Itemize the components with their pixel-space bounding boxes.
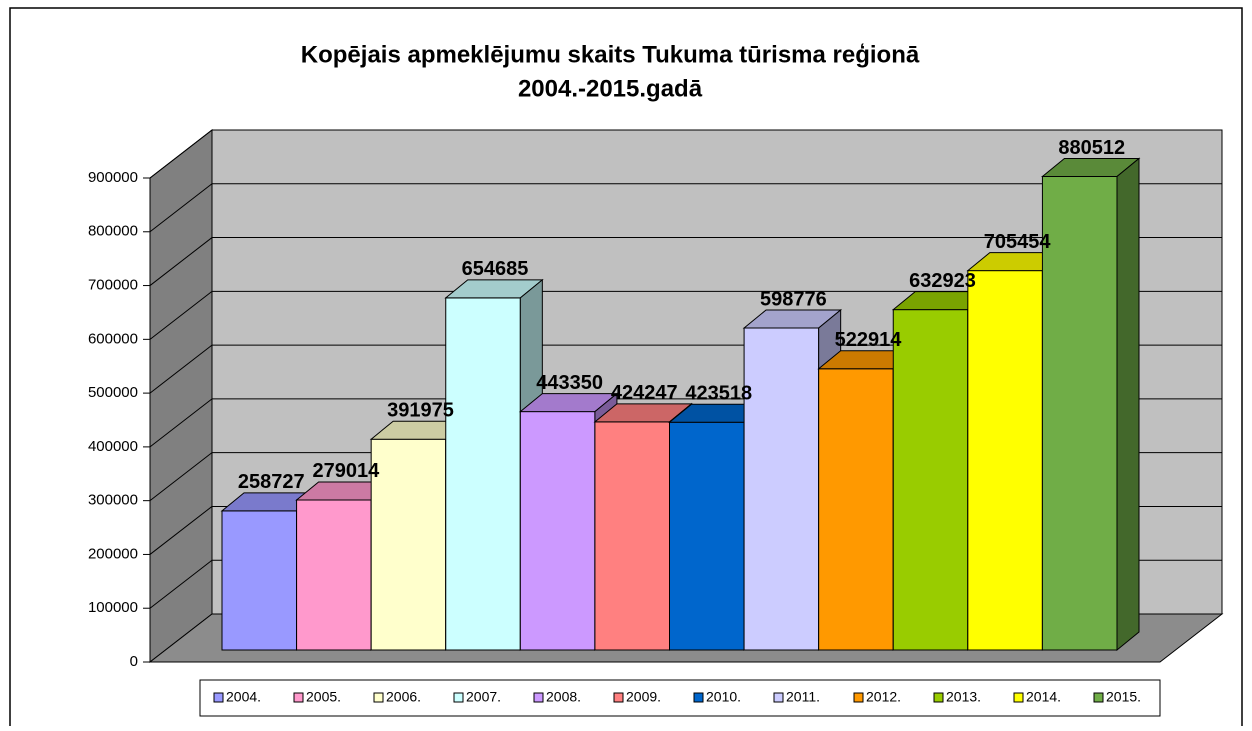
bar [967,270,1043,651]
value-label: 705454 [984,231,1052,253]
grid-line [149,506,213,555]
value-label: 598776 [760,288,827,310]
value-label: 424247 [611,382,678,404]
legend-swatch [613,692,624,703]
bar-side [1116,157,1140,652]
y-tick-label: 200000 [88,545,138,562]
bar [445,297,521,651]
bar [519,411,596,651]
legend-swatch [453,692,464,703]
bar [594,421,671,651]
y-tick-label: 700000 [88,277,138,294]
value-label: 632923 [909,270,976,292]
chart-subtitle: 2004.-2015.gadā [518,75,703,102]
legend-swatch [693,692,704,703]
legend-swatch [1093,692,1104,703]
legend-label: 2015. [1106,689,1141,705]
grid-line [149,129,213,179]
chart-title: Kopējais apmeklējumu skaits Tukuma tūris… [301,41,920,68]
y-tick-label: 800000 [88,223,138,240]
legend-label: 2006. [386,689,421,705]
legend-label: 2008. [546,689,581,705]
bar [669,421,745,651]
grid-line [149,290,213,340]
value-label: 279014 [313,460,381,482]
legend-label: 2014. [1026,689,1061,705]
legend-label: 2011. [786,689,820,705]
legend-swatch [853,692,864,703]
y-tick-label: 0 [130,653,138,670]
legend-label: 2005. [306,689,341,705]
legend-swatch [213,692,224,703]
legend-label: 2012. [866,689,901,705]
value-label: 654685 [462,258,529,280]
legend-label: 2007. [466,689,501,705]
bar [1041,175,1118,651]
legend-swatch [933,692,944,703]
legend-swatch [1013,692,1024,703]
y-tick-label: 900000 [88,169,138,186]
bar [892,309,969,651]
y-tick-label: 100000 [88,599,138,616]
bar [296,499,372,651]
grid-line [149,183,213,233]
bar [743,327,820,651]
legend-label: 2009. [626,689,661,705]
bar [370,438,447,651]
grid-line [149,237,213,286]
legend-swatch [373,692,384,703]
grid-line [149,398,213,448]
value-label: 258727 [238,471,305,493]
grid-line [149,452,213,502]
left-wall [149,128,213,664]
legend-swatch [773,692,784,703]
value-label: 423518 [685,383,752,405]
value-label: 391975 [387,399,454,421]
grid-line [149,559,213,609]
grid-line [149,344,213,394]
value-label: 443350 [536,372,603,394]
y-tick-label: 600000 [88,330,138,347]
legend [199,679,1161,717]
legend-label: 2004. [226,689,261,705]
y-tick-label: 400000 [88,438,138,455]
bar [818,368,894,651]
legend-swatch [293,692,304,703]
y-tick-label: 500000 [88,384,138,401]
value-label: 880512 [1058,137,1125,159]
legend-swatch [533,692,544,703]
value-label: 522914 [835,329,903,351]
legend-label: 2010. [706,689,741,705]
legend-label: 2013. [946,689,981,705]
bar [221,510,298,651]
y-tick-label: 300000 [88,492,138,509]
